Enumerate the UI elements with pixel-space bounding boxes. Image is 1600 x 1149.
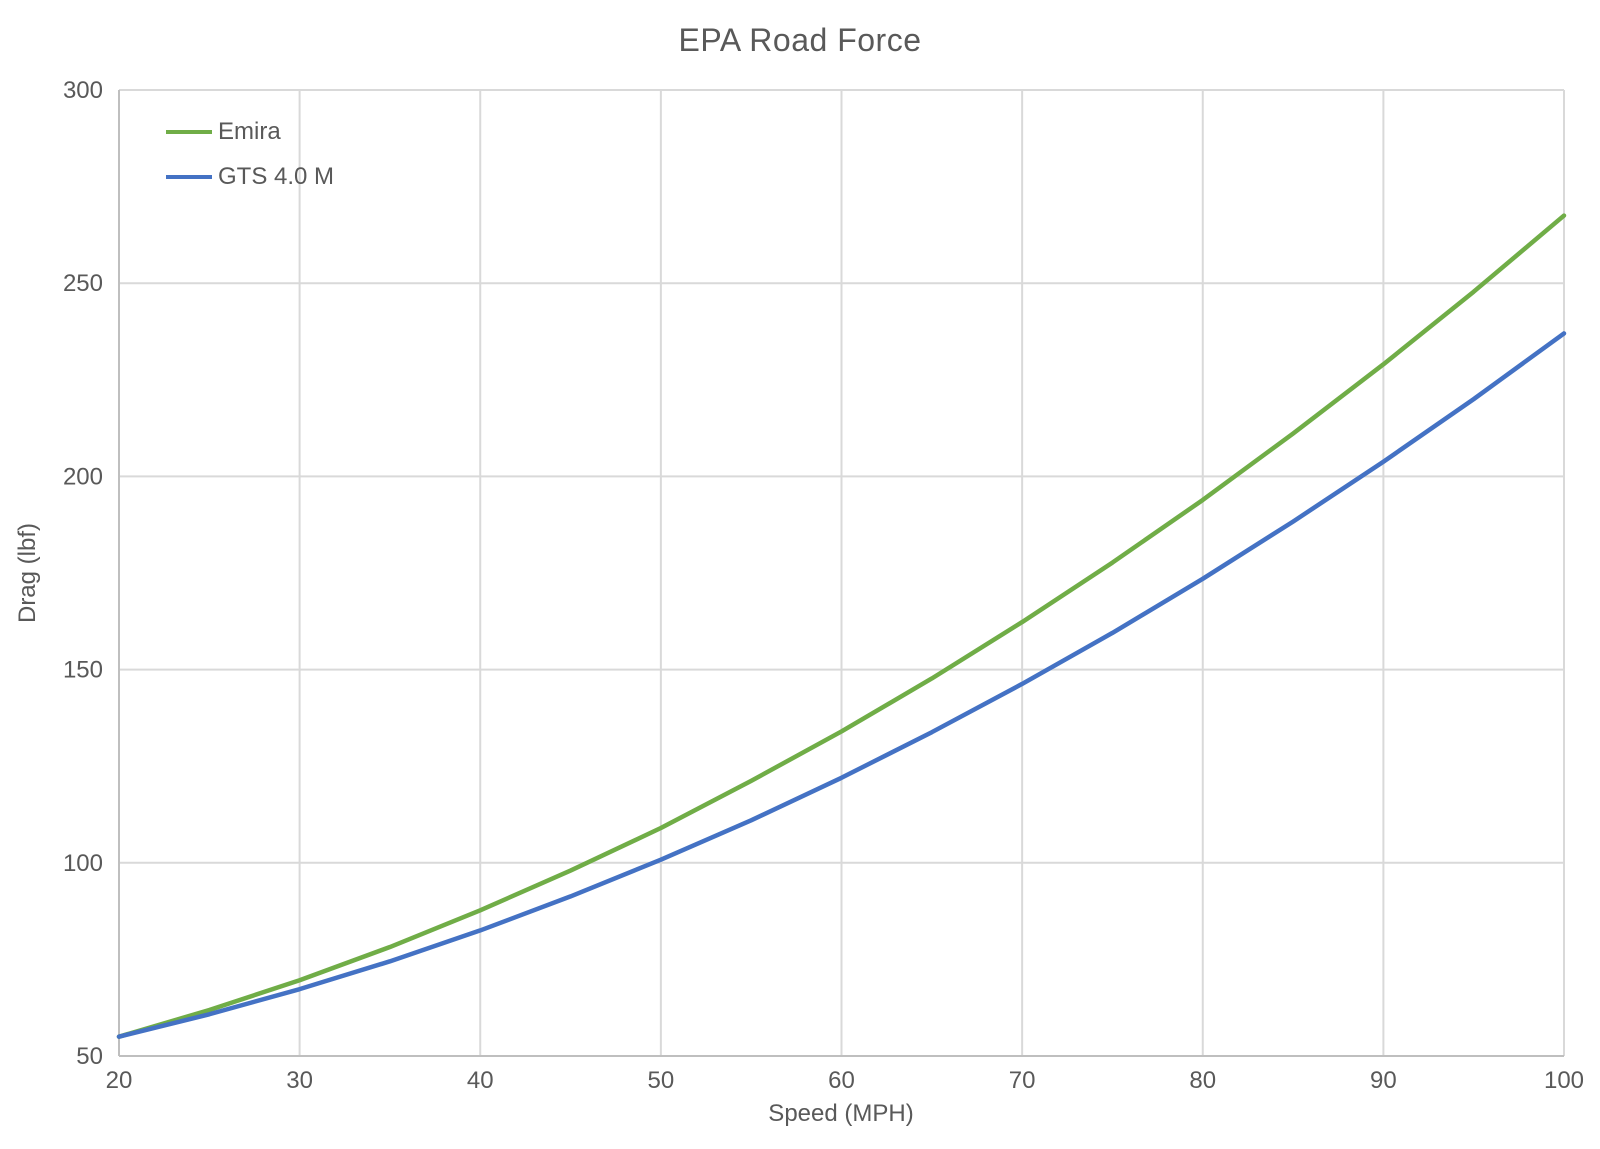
y-tick-label: 100 [63, 850, 103, 877]
legend: Emira GTS 4.0 M [166, 118, 334, 208]
y-axis-title: Drag (lbf) [14, 522, 41, 624]
x-tick-label: 50 [648, 1067, 675, 1094]
series-line-gts-4-0-m [116, 331, 1567, 1039]
chart-title: EPA Road Force [678, 22, 922, 58]
y-tick-label: 250 [63, 270, 103, 297]
gts-line-swatch [166, 175, 212, 179]
y-tick-label: 200 [63, 463, 103, 490]
legend-item-emira: Emira [166, 118, 334, 146]
x-tick-label: 100 [1544, 1067, 1584, 1094]
legend-label-emira: Emira [218, 118, 281, 145]
y-tick-label: 300 [63, 77, 103, 104]
legend-item-gts: GTS 4.0 M [166, 163, 334, 191]
x-tick-label: 30 [286, 1067, 313, 1094]
x-tick-label: 60 [828, 1067, 855, 1094]
series-line-emira [116, 213, 1567, 1039]
y-tick-label: 150 [63, 657, 103, 684]
x-tick-label: 20 [106, 1067, 133, 1094]
y-tick-label: 50 [76, 1043, 103, 1070]
x-tick-label: 40 [467, 1067, 494, 1094]
x-tick-label: 90 [1370, 1067, 1397, 1094]
emira-line-swatch [166, 130, 212, 134]
x-axis-title: Speed (MPH) [768, 1100, 914, 1127]
legend-label-gts: GTS 4.0 M [218, 163, 335, 190]
x-tick-label: 70 [1009, 1067, 1036, 1094]
x-tick-label: 80 [1189, 1067, 1216, 1094]
